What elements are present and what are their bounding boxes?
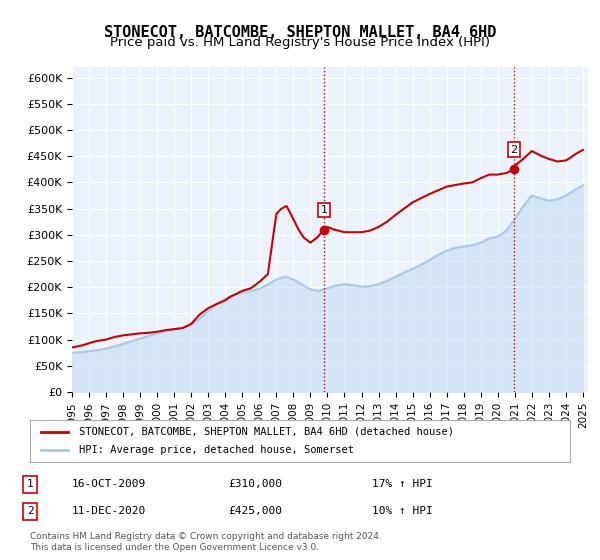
Text: 1: 1 xyxy=(26,479,34,489)
Text: 2: 2 xyxy=(511,144,517,155)
Text: 1: 1 xyxy=(320,205,328,215)
Text: STONECOT, BATCOMBE, SHEPTON MALLET, BA4 6HD (detached house): STONECOT, BATCOMBE, SHEPTON MALLET, BA4 … xyxy=(79,427,454,437)
Text: Price paid vs. HM Land Registry's House Price Index (HPI): Price paid vs. HM Land Registry's House … xyxy=(110,36,490,49)
Text: 16-OCT-2009: 16-OCT-2009 xyxy=(72,479,146,489)
Text: 17% ↑ HPI: 17% ↑ HPI xyxy=(372,479,433,489)
Text: £425,000: £425,000 xyxy=(228,506,282,516)
Text: STONECOT, BATCOMBE, SHEPTON MALLET, BA4 6HD: STONECOT, BATCOMBE, SHEPTON MALLET, BA4 … xyxy=(104,25,496,40)
Text: 11-DEC-2020: 11-DEC-2020 xyxy=(72,506,146,516)
Text: £310,000: £310,000 xyxy=(228,479,282,489)
Text: 2: 2 xyxy=(26,506,34,516)
Text: 10% ↑ HPI: 10% ↑ HPI xyxy=(372,506,433,516)
Text: Contains HM Land Registry data © Crown copyright and database right 2024.
This d: Contains HM Land Registry data © Crown c… xyxy=(30,532,382,552)
Text: HPI: Average price, detached house, Somerset: HPI: Average price, detached house, Some… xyxy=(79,445,353,455)
